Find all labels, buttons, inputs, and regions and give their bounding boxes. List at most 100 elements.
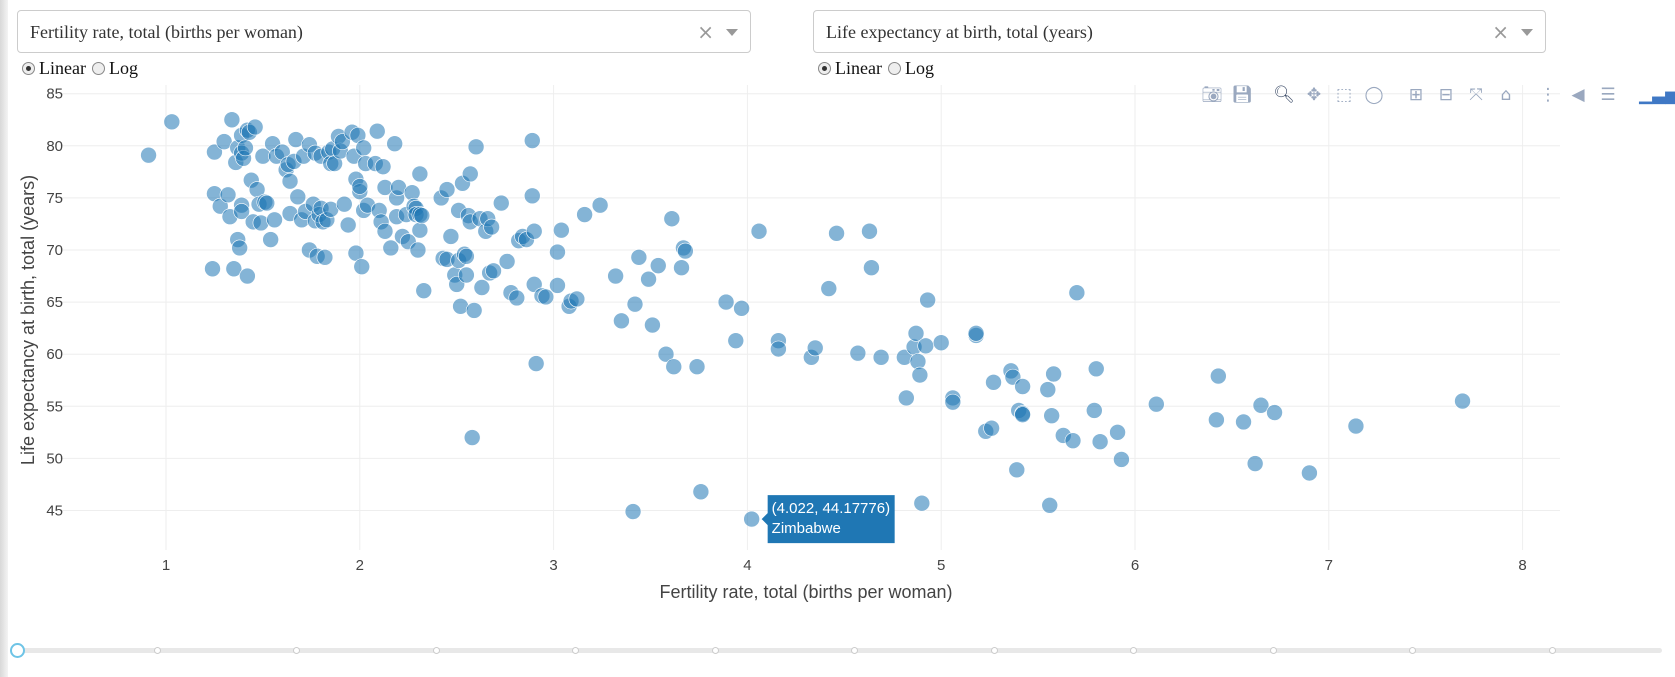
data-point[interactable] — [626, 295, 644, 313]
data-point[interactable] — [382, 239, 400, 257]
data-point[interactable] — [411, 221, 429, 239]
data-point[interactable] — [467, 138, 485, 156]
box-select-icon[interactable]: ⬚ — [1335, 85, 1353, 105]
data-point[interactable] — [549, 277, 566, 294]
slider-step[interactable] — [1549, 647, 1556, 654]
y-dropdown-clear-icon[interactable]: × — [1492, 20, 1509, 44]
data-point[interactable] — [351, 178, 369, 195]
data-point[interactable] — [335, 195, 353, 213]
data-point[interactable] — [828, 225, 845, 242]
data-point[interactable] — [252, 214, 270, 232]
data-point[interactable] — [820, 280, 838, 297]
data-point[interactable] — [591, 196, 609, 214]
data-point[interactable] — [483, 218, 500, 236]
data-point[interactable] — [523, 187, 541, 205]
zoom-out-icon[interactable]: ⊟ — [1438, 85, 1454, 105]
data-point[interactable] — [898, 389, 915, 407]
data-point[interactable] — [1087, 360, 1105, 378]
slider-step[interactable] — [990, 647, 998, 654]
data-point[interactable] — [692, 483, 710, 501]
lasso-icon[interactable]: ◯ — [1364, 85, 1384, 105]
y-scale-log-option[interactable]: Log — [887, 58, 934, 79]
data-point[interactable] — [607, 267, 624, 285]
data-point[interactable] — [624, 503, 642, 520]
data-point[interactable] — [1246, 455, 1264, 472]
data-point[interactable] — [523, 132, 541, 149]
hover-closest-icon[interactable]: ◀ — [1571, 85, 1585, 105]
data-point[interactable] — [644, 316, 661, 334]
x-log-radio[interactable] — [91, 61, 105, 75]
data-point[interactable] — [907, 325, 925, 342]
data-point[interactable] — [944, 393, 962, 411]
data-point[interactable] — [967, 325, 985, 342]
data-point[interactable] — [140, 146, 157, 164]
plotly-logo-icon[interactable]: ▁▃▅▇ — [1639, 85, 1675, 105]
data-point[interactable] — [525, 276, 543, 293]
data-point[interactable] — [1347, 417, 1365, 435]
reset-axes-icon[interactable]: ⌂ — [1500, 85, 1512, 105]
x-dropdown-chevron-down-icon[interactable] — [726, 29, 738, 36]
data-point[interactable] — [485, 262, 502, 280]
data-point[interactable] — [492, 194, 510, 212]
x-scale-log-option[interactable]: Log — [91, 58, 138, 79]
data-point[interactable] — [355, 139, 372, 157]
data-point[interactable] — [461, 165, 479, 183]
data-point[interactable] — [1045, 365, 1062, 383]
data-point[interactable] — [913, 494, 931, 512]
data-point[interactable] — [1068, 284, 1086, 302]
data-point[interactable] — [640, 270, 657, 288]
data-point[interactable] — [1235, 413, 1252, 431]
data-point[interactable] — [411, 165, 429, 183]
data-point[interactable] — [374, 158, 392, 175]
data-point[interactable] — [665, 358, 683, 376]
data-point[interactable] — [1109, 424, 1126, 441]
data-point[interactable] — [919, 291, 936, 309]
data-point[interactable] — [1113, 451, 1130, 468]
data-point[interactable] — [237, 139, 254, 157]
data-point[interactable] — [1039, 381, 1057, 398]
data-point[interactable] — [465, 302, 483, 319]
data-point[interactable] — [339, 216, 357, 234]
data-point[interactable] — [413, 207, 431, 224]
camera-icon[interactable]: 📷︎ — [1201, 85, 1223, 105]
data-point[interactable] — [458, 266, 475, 284]
data-point[interactable] — [1208, 411, 1225, 429]
x-linear-radio[interactable] — [22, 61, 35, 75]
data-point[interactable] — [1091, 433, 1109, 451]
data-point[interactable] — [806, 339, 824, 357]
data-point[interactable] — [576, 206, 593, 223]
data-point[interactable] — [219, 186, 237, 204]
data-point[interactable] — [163, 113, 181, 131]
data-point[interactable] — [1014, 378, 1031, 395]
data-point[interactable] — [1086, 402, 1103, 419]
data-point[interactable] — [1064, 432, 1082, 449]
data-point[interactable] — [316, 248, 334, 266]
data-point[interactable] — [872, 349, 890, 366]
data-point[interactable] — [770, 340, 787, 358]
data-point[interactable] — [225, 260, 243, 278]
data-point[interactable] — [206, 143, 223, 161]
x-scale-linear-option[interactable]: Linear — [22, 58, 86, 79]
data-point[interactable] — [861, 222, 878, 240]
data-point[interactable] — [1266, 404, 1283, 421]
data-point[interactable] — [649, 257, 667, 274]
data-point[interactable] — [688, 358, 706, 376]
data-point[interactable] — [415, 282, 433, 299]
y-axis-dropdown[interactable]: Life expectancy at birth, total (years) … — [813, 10, 1546, 53]
data-point[interactable] — [917, 337, 934, 355]
data-point[interactable] — [262, 231, 279, 248]
data-point[interactable] — [985, 374, 1002, 391]
slider-handle[interactable] — [10, 643, 25, 658]
data-point[interactable] — [1301, 464, 1318, 482]
x-axis-dropdown[interactable]: Fertility rate, total (births per woman)… — [17, 10, 751, 53]
data-point[interactable] — [849, 344, 867, 362]
data-point[interactable] — [1252, 396, 1270, 414]
data-point[interactable] — [246, 118, 264, 136]
data-point[interactable] — [368, 122, 386, 140]
data-point[interactable] — [673, 259, 690, 277]
data-point[interactable] — [863, 259, 880, 277]
data-point[interactable] — [233, 203, 250, 220]
data-point[interactable] — [527, 355, 545, 372]
data-point[interactable] — [223, 111, 241, 129]
data-point[interactable] — [983, 419, 1000, 437]
